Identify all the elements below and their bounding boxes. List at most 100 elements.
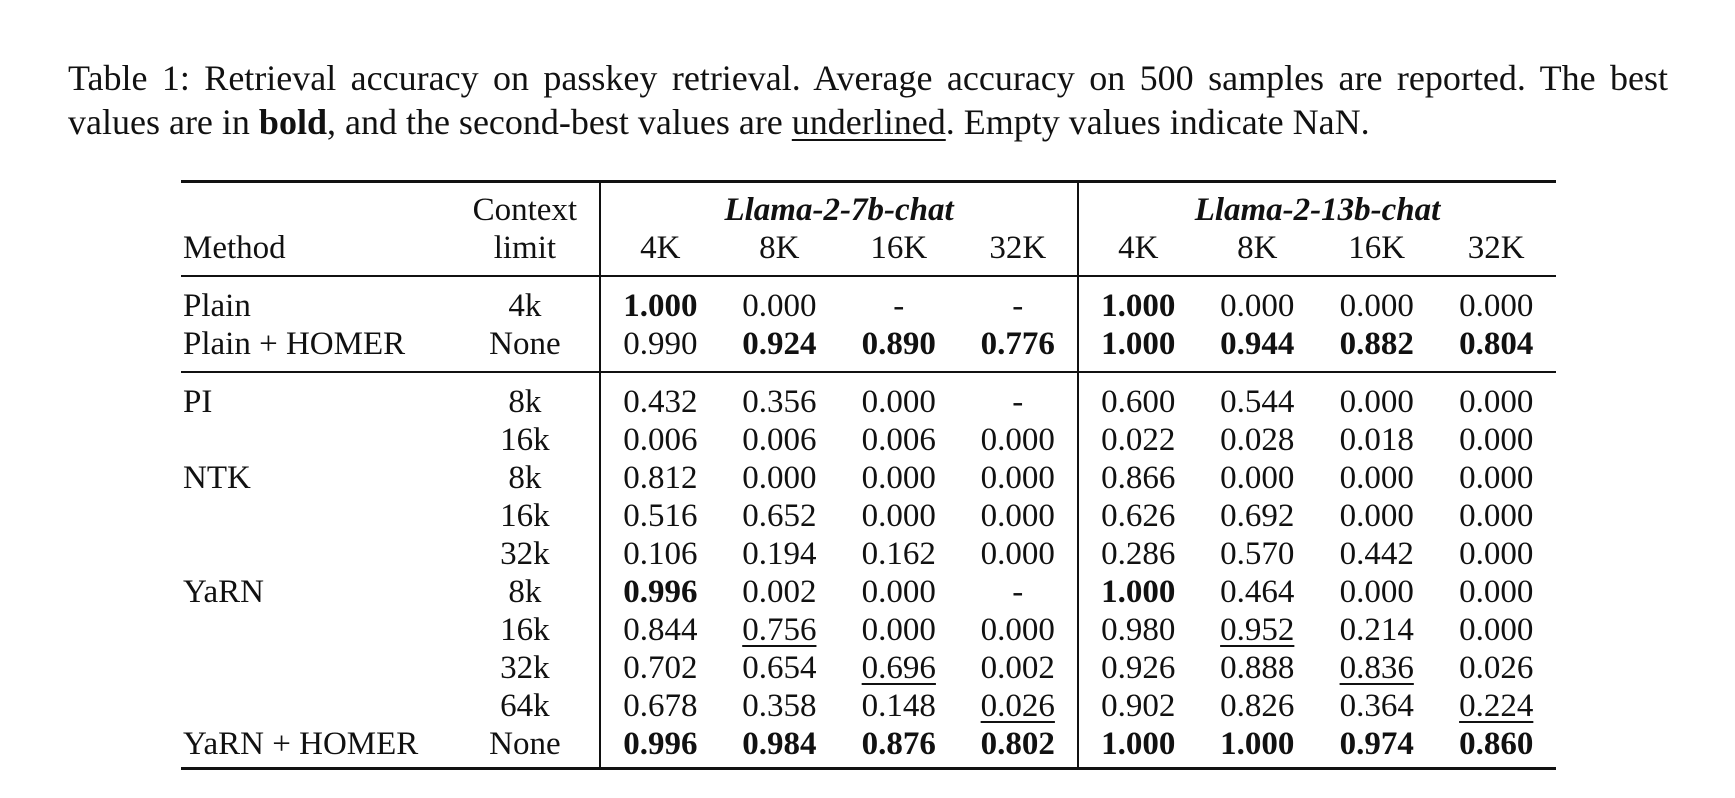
value-cell: 0.866 (1078, 459, 1197, 497)
value-cell: 0.022 (1078, 421, 1197, 459)
value: 0.626 (1101, 498, 1176, 534)
value-cell: 0.000 (958, 497, 1080, 535)
table-row: 32k 0.702 0.654 0.696 0.002 0.926 0.888 0.836 0.… (181, 649, 1556, 687)
value: 0.516 (623, 498, 698, 534)
table-row: 16k 0.006 0.006 0.006 0.000 0.022 0.028 0.018 0.… (181, 421, 1556, 459)
caption-underline-word: underlined (791, 102, 946, 142)
best-value: 1.000 (1101, 726, 1176, 762)
second-best-value: 0.224 (1459, 688, 1534, 724)
value-cell: 0.990 (600, 325, 719, 372)
best-value: 0.890 (861, 326, 936, 362)
value: 0.866 (1101, 460, 1176, 496)
value-cell: 0.000 (1317, 459, 1436, 497)
value-cell: 0.974 (1317, 725, 1436, 769)
value-cell: 0.018 (1317, 421, 1436, 459)
value: 0.000 (1459, 288, 1534, 324)
value-cell: - (958, 372, 1080, 421)
value: 0.544 (1220, 384, 1295, 420)
value: 0.888 (1220, 650, 1295, 686)
value-cell: 0.902 (1078, 687, 1197, 725)
value-cell: 0.000 (720, 276, 839, 325)
value-cell: 1.000 (1078, 725, 1197, 769)
value: 0.006 (623, 422, 698, 458)
context-limit-cell: None (450, 725, 602, 769)
value-cell: 0.980 (1078, 611, 1197, 649)
header-13b-16k: 16K (1348, 230, 1406, 266)
value: 0.006 (861, 422, 936, 458)
table-row: PI 8k 0.432 0.356 0.000 - 0.600 0.544 0.000 0.000 (181, 372, 1556, 421)
value-cell: 0.000 (839, 611, 958, 649)
table-row: 16k 0.844 0.756 0.000 0.000 0.980 0.952 0.214 0.… (181, 611, 1556, 649)
value: 0.214 (1339, 612, 1414, 648)
value-cell: 0.026 (1436, 649, 1556, 687)
header-context-line2: limit (450, 229, 602, 276)
value-cell: 0.006 (600, 421, 719, 459)
value-cell: 0.000 (1317, 276, 1436, 325)
value-cell: 1.000 (600, 276, 719, 325)
value: 0.000 (861, 460, 936, 496)
method-cell (181, 421, 451, 459)
value: 0.022 (1101, 422, 1176, 458)
value: 0.000 (980, 422, 1055, 458)
value-cell: 0.000 (1317, 372, 1436, 421)
context-limit-cell: 16k (450, 497, 602, 535)
value-cell: 0.626 (1078, 497, 1197, 535)
method-cell: Plain + HOMER (183, 326, 406, 362)
value: 0.000 (1459, 536, 1534, 572)
table-row: 32k 0.106 0.194 0.162 0.000 0.286 0.570 0.442 0.… (181, 535, 1556, 573)
method-cell (181, 611, 451, 649)
table-row: 16k 0.516 0.652 0.000 0.000 0.626 0.692 0.000 0.… (181, 497, 1556, 535)
value: 0.000 (742, 460, 817, 496)
header-7b-4k: 4K (640, 230, 681, 266)
header-13b-8k: 8K (1237, 230, 1278, 266)
value: 0.702 (623, 650, 698, 686)
value-cell: 0.000 (839, 573, 958, 611)
header-empty (181, 182, 451, 230)
value-cell: 0.844 (600, 611, 719, 649)
value-cell: 0.026 (958, 687, 1080, 725)
value-cell: 0.000 (839, 459, 958, 497)
header-model-7b: Llama-2-7b-chat (600, 181, 1080, 229)
value-cell: 0.000 (958, 535, 1080, 573)
value: 0.000 (1339, 384, 1414, 420)
header-7b-8k: 8K (759, 230, 800, 266)
value: 0.002 (742, 574, 817, 610)
value-cell: 0.876 (839, 725, 958, 769)
value-cell: 0.600 (1078, 372, 1197, 421)
value-cell: 0.882 (1317, 325, 1436, 372)
value-cell: - (839, 276, 958, 325)
best-value: 0.804 (1459, 326, 1534, 362)
value: 0.000 (980, 612, 1055, 648)
value: 0.148 (861, 688, 936, 724)
context-limit-cell: 32k (450, 649, 602, 687)
value: 0.194 (742, 536, 817, 572)
value: 0.000 (1339, 460, 1414, 496)
value-cell: 0.224 (1436, 687, 1556, 725)
best-value: 0.876 (861, 726, 936, 762)
caption-text-2: , and the second-best values are (326, 102, 792, 142)
value-cell: 0.756 (720, 611, 839, 649)
table-row: NTK 8k 0.812 0.000 0.000 0.000 0.866 0.000 0.000… (181, 459, 1556, 497)
value-cell: 1.000 (1078, 573, 1197, 611)
best-value: 0.996 (623, 726, 698, 762)
method-cell (181, 497, 451, 535)
value-cell: 0.358 (720, 687, 839, 725)
value: 0.600 (1101, 384, 1176, 420)
method-cell: NTK (183, 460, 251, 496)
value: - (893, 288, 905, 324)
method-cell: YaRN (183, 574, 265, 610)
header-method: Method (183, 230, 286, 266)
value: 0.652 (742, 498, 817, 534)
value-cell: 0.000 (1436, 535, 1556, 573)
value: 0.000 (1459, 460, 1534, 496)
context-limit-cell: 16k (450, 611, 602, 649)
value-cell: 0.926 (1078, 649, 1197, 687)
value: 0.812 (623, 460, 698, 496)
value-cell: 0.678 (600, 687, 719, 725)
second-best-value: 0.952 (1220, 612, 1295, 648)
value: 0.364 (1339, 688, 1414, 724)
value-cell: 0.028 (1198, 421, 1317, 459)
value-cell: 0.890 (839, 325, 958, 372)
value-cell: 0.776 (958, 325, 1080, 372)
table-row: Plain + HOMER None 0.990 0.924 0.890 0.776 1.0… (181, 325, 1556, 372)
